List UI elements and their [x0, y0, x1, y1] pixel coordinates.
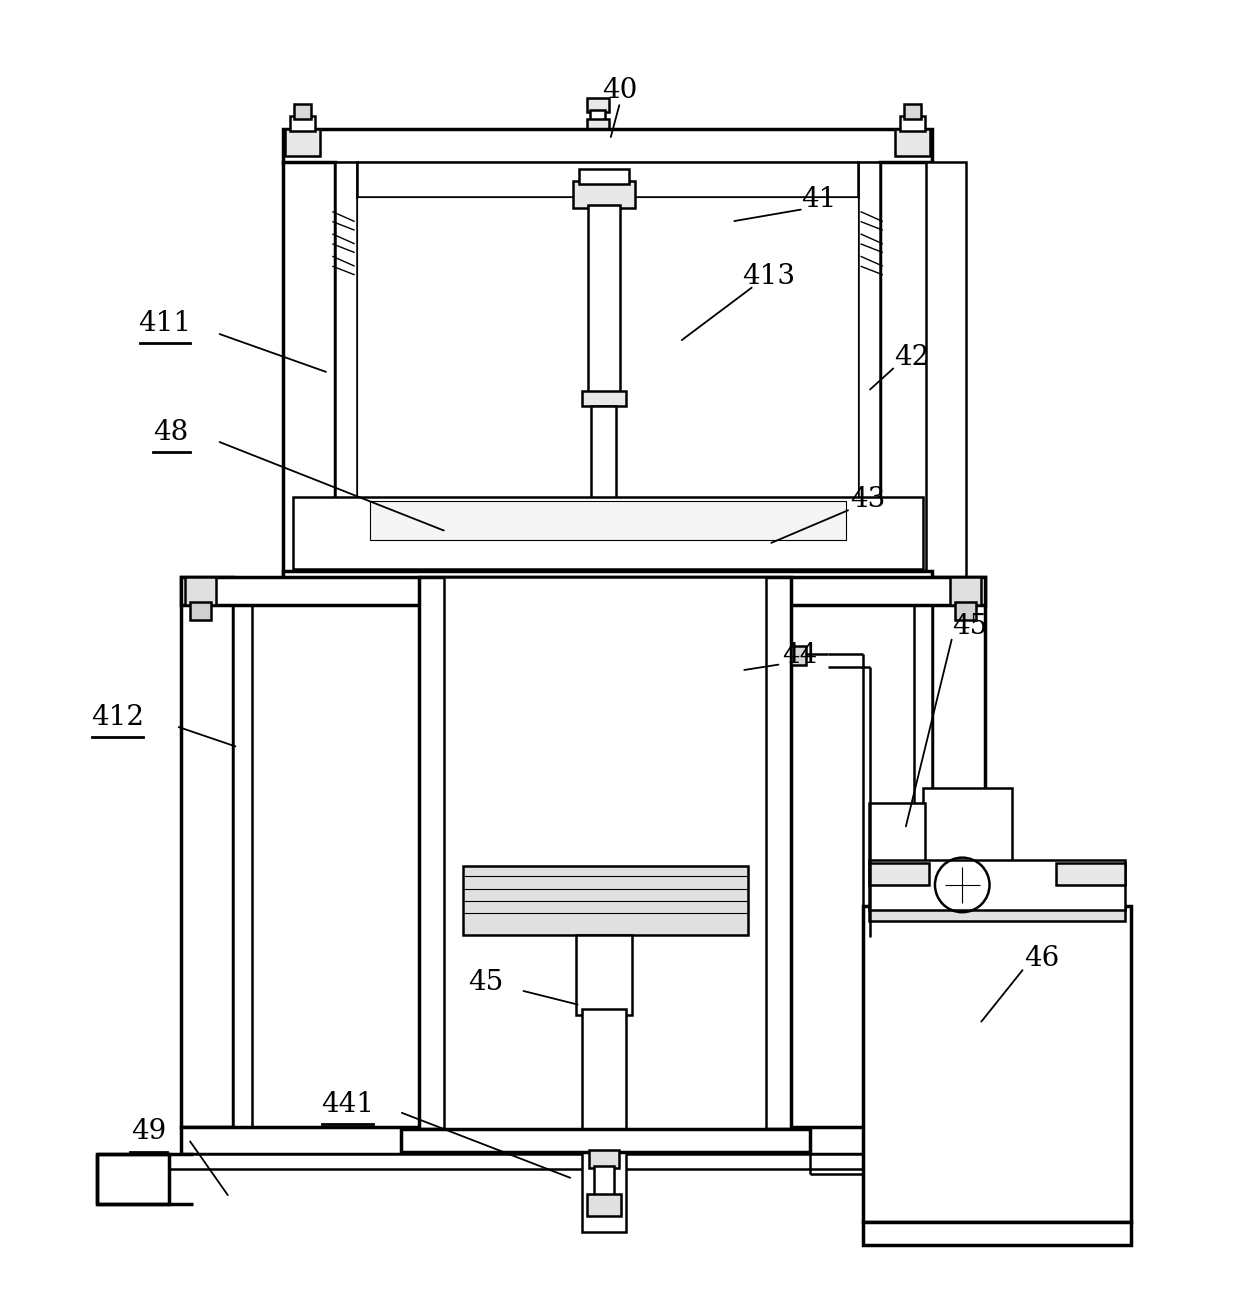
Bar [579, 170, 629, 184]
Bar [181, 1126, 985, 1154]
Bar [293, 497, 923, 569]
Bar [463, 866, 748, 934]
Bar [900, 116, 925, 132]
Bar [335, 162, 357, 578]
Bar [589, 1150, 619, 1167]
Bar [895, 129, 930, 155]
Bar [791, 646, 806, 666]
Bar [1056, 862, 1125, 884]
Bar [858, 162, 880, 578]
Bar [869, 803, 925, 862]
Bar [444, 578, 766, 1129]
Bar [401, 1129, 810, 1152]
Text: 46: 46 [1024, 945, 1059, 971]
Bar [880, 162, 932, 578]
Bar [190, 603, 211, 620]
Text: 40: 40 [603, 76, 637, 104]
Text: 412: 412 [92, 704, 144, 730]
Bar [290, 116, 315, 132]
Bar [997, 1154, 1069, 1204]
Bar [233, 578, 252, 1126]
Bar [588, 205, 620, 397]
Bar [926, 162, 966, 578]
Text: 42: 42 [894, 345, 929, 371]
Bar [370, 500, 846, 540]
Bar [594, 1166, 614, 1198]
Bar [914, 578, 932, 1126]
Bar [590, 111, 605, 120]
Text: 49: 49 [131, 1119, 166, 1145]
Text: 441: 441 [321, 1091, 373, 1117]
Bar [932, 578, 985, 1126]
Bar [950, 578, 981, 604]
Bar [285, 129, 320, 155]
Text: 41: 41 [801, 186, 836, 213]
Bar [573, 180, 635, 208]
Bar [583, 1009, 625, 1232]
Bar [294, 104, 311, 118]
Bar [97, 1154, 169, 1204]
Bar [587, 97, 609, 112]
Text: 43: 43 [851, 486, 885, 513]
Bar [283, 129, 932, 163]
Bar [923, 788, 1012, 875]
Text: 45: 45 [952, 613, 987, 641]
Bar [357, 162, 858, 196]
Text: 44: 44 [782, 642, 817, 669]
Bar [419, 578, 791, 1129]
Text: 411: 411 [139, 309, 191, 337]
Bar [181, 578, 233, 1126]
Text: 48: 48 [154, 418, 188, 446]
Bar [869, 905, 1125, 921]
Bar [955, 603, 976, 620]
Bar [357, 196, 858, 578]
Bar [283, 162, 335, 578]
Bar [863, 1223, 1131, 1245]
Bar [863, 905, 1131, 1223]
Bar [582, 391, 626, 407]
Bar [869, 861, 1125, 909]
Bar [185, 578, 216, 604]
Bar [587, 1194, 621, 1216]
Bar [869, 862, 929, 884]
Bar [575, 934, 631, 1015]
Bar [169, 1154, 997, 1169]
Bar [587, 118, 609, 129]
Bar [591, 407, 616, 555]
Text: 413: 413 [743, 263, 795, 290]
Bar [904, 104, 921, 118]
Bar [181, 578, 985, 604]
Bar [283, 571, 932, 594]
Text: 45: 45 [469, 970, 503, 996]
